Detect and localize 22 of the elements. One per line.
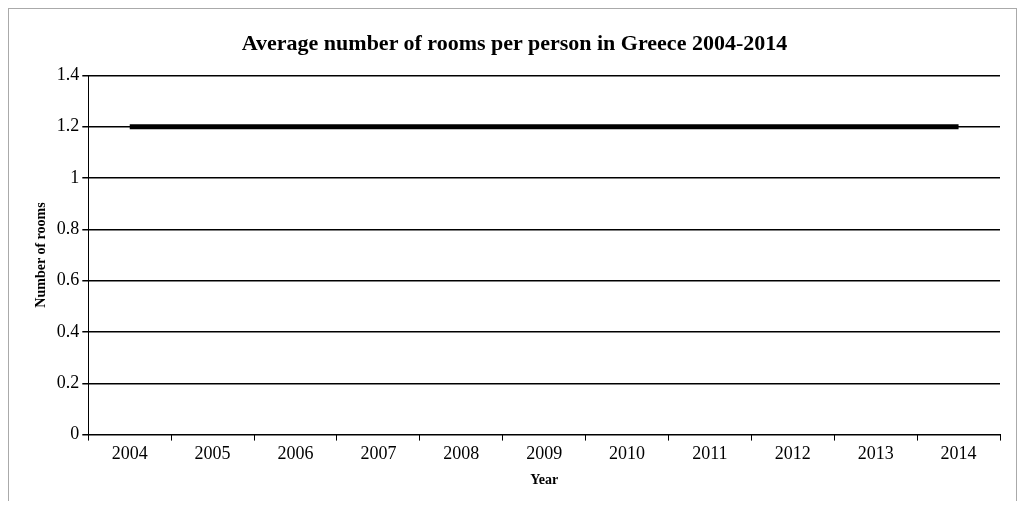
x-tick-label: 2008	[443, 443, 480, 464]
x-tick-label: 2005	[194, 443, 231, 464]
chart-title: Average number of rooms per person in Greece 2004-2014	[241, 29, 788, 55]
x-tick-label: 2007	[360, 443, 397, 464]
x-axis-title: Year	[530, 472, 559, 488]
x-tick-label: 2006	[277, 443, 314, 464]
y-tick-label: 0.6	[56, 269, 80, 290]
y-tick-label: 0.4	[56, 320, 80, 341]
x-tick-label: 2004	[111, 443, 148, 464]
y-axis-title: Number of rooms	[33, 201, 49, 308]
y-tick-label: 0.8	[56, 218, 80, 239]
y-tick-label: 0.2	[56, 372, 80, 393]
x-tick-label: 2014	[940, 443, 977, 464]
y-tick-label: 0	[70, 423, 80, 444]
x-tick-label: 2010	[609, 443, 646, 464]
x-tick-label: 2011	[692, 443, 728, 464]
x-tick-label: 2012	[774, 443, 811, 464]
x-tick-label: 2013	[857, 443, 894, 464]
y-tick-label: 1	[70, 166, 80, 187]
y-tick-label: 1.2	[56, 115, 80, 136]
x-tick-label: 2009	[526, 443, 563, 464]
y-tick-label: 1.4	[56, 64, 80, 85]
